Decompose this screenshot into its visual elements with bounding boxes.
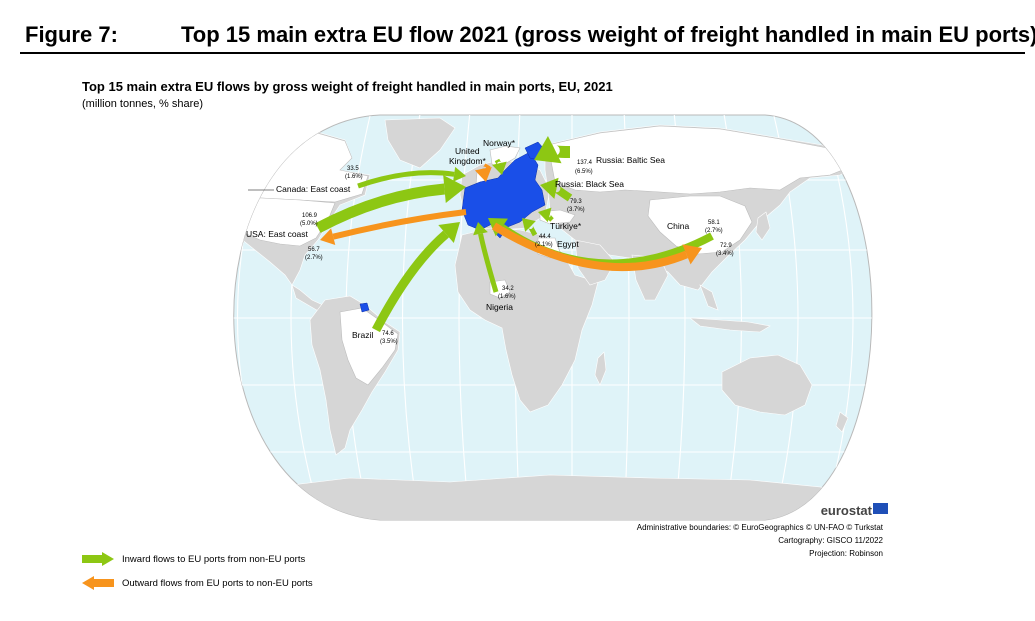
outward-arrow-icon	[82, 576, 114, 590]
share-russia-black: (3.7%)	[567, 207, 585, 213]
label-usa: USA: East coast	[246, 229, 309, 239]
flow-usa-inward	[315, 183, 446, 233]
share-china-outward: (3.4%)	[716, 251, 734, 257]
place-labels: Norway* United Kingdom* Russia: Baltic S…	[246, 138, 689, 340]
figure-title: Top 15 main extra EU flow 2021 (gross we…	[181, 22, 1035, 47]
legend-outward-text: Outward flows from EU ports to non-EU po…	[122, 577, 313, 589]
label-china: China	[667, 221, 689, 231]
label-russia-baltic: Russia: Baltic Sea	[596, 155, 665, 165]
share-usa-inward: (5.0%)	[300, 221, 318, 227]
label-canada: Canada: East coast	[276, 184, 351, 194]
flow-usa-outward	[332, 209, 467, 240]
eurostat-logo: eurostat	[820, 503, 872, 518]
share-nigeria: (1.6%)	[498, 294, 516, 300]
value-russia-black: 79.3	[570, 199, 582, 205]
label-norway: Norway*	[483, 138, 516, 148]
flow-egypt-inward-head	[522, 218, 536, 232]
antarctica	[249, 474, 851, 520]
flow-uk-outward-head	[474, 166, 492, 182]
flow-china-outward-head	[682, 244, 702, 265]
flow-turkiye-inward-head	[538, 207, 552, 223]
figure-number: Figure 7:	[25, 22, 118, 47]
value-china-inward: 58.1	[708, 220, 720, 226]
french-guiana	[359, 302, 370, 313]
credits-boundaries: Administrative boundaries: © EuroGeograp…	[636, 523, 883, 532]
label-nigeria: Nigeria	[486, 302, 513, 312]
legend-outward: Outward flows from EU ports to non-EU po…	[82, 576, 313, 590]
legend-inward: Inward flows to EU ports from non-EU por…	[82, 552, 305, 566]
share-canada: (1.6%)	[345, 174, 363, 180]
flow-nigeria-inward	[478, 233, 499, 293]
credits-cartography: Cartography: GISCO 11/2022	[778, 536, 883, 545]
share-china-inward: (2.7%)	[705, 228, 723, 234]
brazil-shape	[339, 307, 399, 386]
share-russia-baltic: (6.5%)	[575, 169, 593, 175]
credits: Administrative boundaries: © EuroGeograp…	[637, 521, 883, 560]
russia-shape	[547, 125, 856, 195]
value-china-outward: 72.9	[720, 243, 732, 249]
map-title: Top 15 main extra EU flows by gross weig…	[82, 79, 613, 94]
flow-russia-baltic-inward-head	[534, 136, 562, 164]
label-brazil: Brazil	[352, 330, 373, 340]
eu-flag-icon	[873, 503, 888, 514]
flow-brazil-inward-head	[438, 222, 460, 244]
indonesia	[689, 317, 771, 333]
china-shape	[647, 195, 753, 255]
japan	[755, 211, 771, 241]
share-usa-outward: (2.7%)	[305, 255, 323, 261]
value-egypt: 44.4	[539, 234, 551, 240]
share-brazil: (3.5%)	[380, 339, 398, 345]
flow-canada-inward	[357, 170, 455, 189]
flow-norway-inward-head	[492, 161, 507, 175]
flow-russia-black-inward-head	[540, 177, 559, 199]
label-russia-black: Russia: Black Sea	[555, 179, 624, 189]
figure-header: Figure 7: Top 15 main extra EU flow 2021…	[20, 18, 1035, 54]
value-canada: 33.5	[347, 166, 359, 172]
share-egypt: (2.1%)	[535, 242, 553, 248]
legend-inward-text: Inward flows to EU ports from non-EU por…	[122, 553, 306, 565]
flow-canada-inward-head	[453, 166, 466, 182]
value-russia-baltic: 137.4	[577, 160, 593, 166]
greenland	[384, 117, 456, 169]
label-uk-line2: Kingdom*	[449, 156, 487, 166]
madagascar	[594, 351, 607, 386]
credits-projection: Projection: Robinson	[809, 549, 883, 558]
southeast-asia	[699, 284, 719, 311]
value-nigeria: 34.2	[502, 286, 514, 292]
value-usa-outward: 56.7	[308, 247, 320, 253]
flow-nigeria-inward-head	[473, 222, 488, 236]
flow-usa-inward-head	[443, 174, 466, 204]
value-labels: 33.5 (1.6%) 106.9 (5.0%) 56.7 (2.7%) 137…	[300, 160, 734, 345]
map-subtitle: (million tonnes, % share)	[82, 98, 204, 110]
label-egypt: Egypt	[557, 239, 579, 249]
value-brazil: 74.6	[382, 331, 394, 337]
flow-usa-outward-head	[320, 228, 336, 246]
label-uk-line1: United	[455, 146, 480, 156]
flow-arrows	[315, 136, 714, 333]
label-turkiye: Türkiye*	[550, 221, 582, 231]
flow-china-outward	[491, 222, 688, 272]
value-usa-inward: 106.9	[302, 213, 318, 219]
new-zealand	[835, 411, 849, 433]
flow-brazil-inward	[372, 230, 449, 333]
australia	[721, 354, 813, 416]
inward-arrow-icon	[82, 552, 114, 566]
